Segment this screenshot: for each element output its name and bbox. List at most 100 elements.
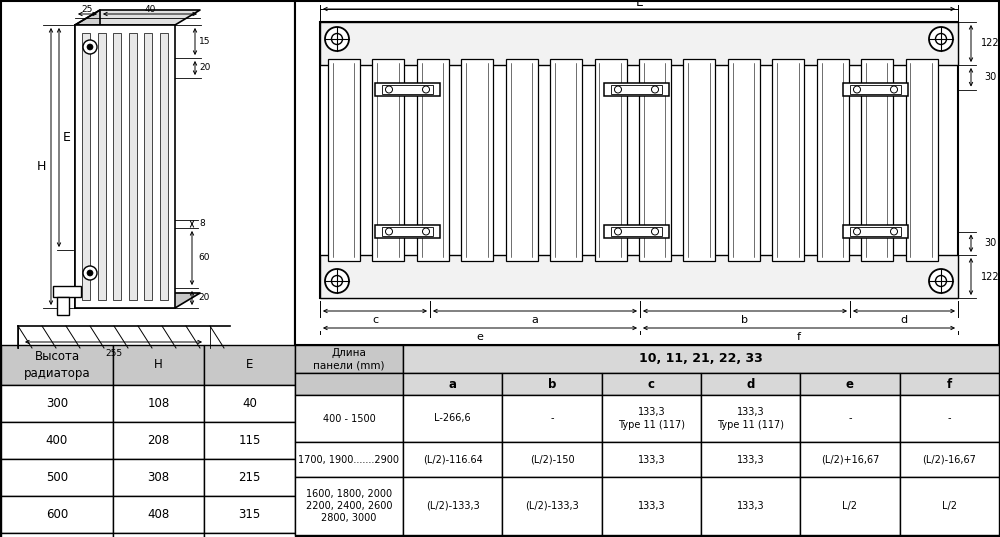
Bar	[1, 1, 295, 536]
Text: 40: 40	[242, 397, 257, 410]
Bar	[817, 59, 849, 261]
Text: 115: 115	[238, 434, 261, 447]
Text: 30: 30	[984, 238, 996, 248]
Bar	[800, 477, 900, 535]
Text: 8: 8	[199, 220, 205, 229]
Bar	[639, 59, 671, 261]
Text: H: H	[154, 359, 163, 372]
Bar	[461, 59, 493, 261]
Text: (L/2)-150: (L/2)-150	[530, 454, 574, 465]
Bar	[113, 459, 204, 496]
Bar	[800, 442, 900, 477]
Bar	[1, 496, 113, 533]
Text: a: a	[449, 378, 457, 390]
Circle shape	[87, 44, 93, 50]
Bar	[502, 395, 602, 442]
Circle shape	[854, 228, 860, 235]
Bar	[382, 85, 433, 94]
Circle shape	[891, 228, 898, 235]
Bar	[113, 385, 204, 422]
Text: 1700, 1900.......2900: 1700, 1900.......2900	[298, 454, 400, 465]
Bar	[602, 442, 701, 477]
Circle shape	[87, 270, 93, 276]
Bar	[701, 442, 800, 477]
Bar	[604, 225, 669, 238]
Text: L-266,6: L-266,6	[434, 413, 471, 424]
Circle shape	[929, 269, 953, 293]
Text: 133,3
Type 11 (117): 133,3 Type 11 (117)	[717, 407, 784, 430]
Text: f: f	[797, 332, 801, 342]
Bar	[850, 227, 901, 236]
Bar	[295, 1, 999, 345]
Text: (L/2)-133,3: (L/2)-133,3	[426, 501, 480, 511]
Bar	[403, 373, 502, 395]
Text: 308: 308	[147, 471, 170, 484]
Bar	[113, 533, 204, 537]
Text: 400 - 1500: 400 - 1500	[323, 413, 375, 424]
Bar	[502, 442, 602, 477]
Text: 133,3: 133,3	[737, 454, 764, 465]
Text: L: L	[636, 0, 642, 10]
Text: e: e	[477, 332, 483, 342]
Text: L/2: L/2	[942, 501, 957, 511]
Text: (L/2)-133,3: (L/2)-133,3	[525, 501, 579, 511]
Text: 60: 60	[198, 253, 210, 263]
Text: 30: 30	[984, 72, 996, 82]
Bar	[403, 395, 502, 442]
Text: a: a	[532, 315, 538, 325]
Bar	[772, 59, 804, 261]
Text: d: d	[900, 315, 908, 325]
Bar	[204, 422, 295, 459]
Bar	[843, 225, 908, 238]
Circle shape	[83, 266, 97, 280]
Bar	[113, 345, 204, 385]
Bar	[204, 459, 295, 496]
Text: -: -	[550, 413, 554, 424]
Circle shape	[325, 27, 349, 51]
Bar	[204, 345, 295, 385]
Bar	[204, 533, 295, 537]
Polygon shape	[75, 10, 200, 25]
Bar	[728, 59, 760, 261]
Text: (L/2)-16,67: (L/2)-16,67	[922, 454, 976, 465]
Bar	[320, 22, 958, 65]
Text: E: E	[63, 131, 71, 144]
Circle shape	[652, 86, 658, 93]
Bar	[295, 442, 403, 477]
Bar	[295, 345, 403, 373]
Bar	[1, 385, 113, 422]
Bar	[53, 286, 81, 297]
Text: 40: 40	[144, 4, 156, 13]
Text: L/2: L/2	[842, 501, 857, 511]
Bar	[204, 496, 295, 533]
Bar	[900, 373, 999, 395]
Bar	[375, 225, 440, 238]
Bar	[850, 85, 901, 94]
Bar	[701, 373, 800, 395]
Bar	[900, 477, 999, 535]
Text: 133,3: 133,3	[737, 501, 764, 511]
Bar	[57, 297, 69, 315]
Bar	[800, 395, 900, 442]
Text: d: d	[746, 378, 755, 390]
Bar	[843, 83, 908, 96]
Circle shape	[854, 86, 860, 93]
Text: 208: 208	[147, 434, 170, 447]
Circle shape	[936, 275, 946, 287]
Text: Высота
радиатора: Высота радиатора	[24, 351, 90, 380]
Text: 122: 122	[981, 39, 999, 48]
Bar	[403, 345, 999, 373]
Text: b: b	[742, 315, 748, 325]
Polygon shape	[75, 10, 100, 308]
Bar	[160, 33, 168, 300]
Circle shape	[929, 27, 953, 51]
Text: 215: 215	[238, 471, 261, 484]
Bar	[113, 422, 204, 459]
Text: 600: 600	[46, 508, 68, 521]
Bar	[98, 33, 106, 300]
Text: 20: 20	[198, 294, 210, 302]
Bar	[611, 85, 662, 94]
Circle shape	[422, 228, 430, 235]
Text: 300: 300	[46, 397, 68, 410]
Bar	[82, 33, 90, 300]
